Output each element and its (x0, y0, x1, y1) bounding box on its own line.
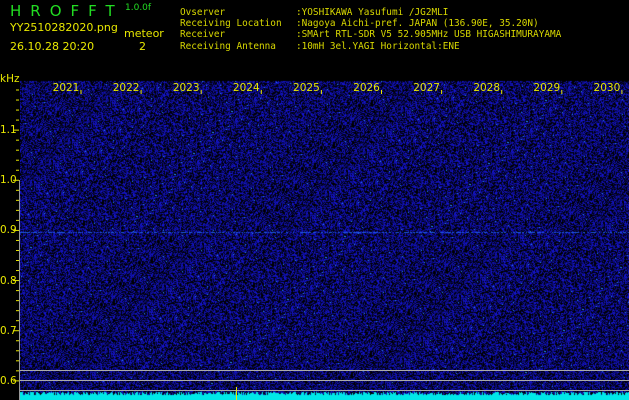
time-label: 2022 (112, 82, 140, 94)
time-label: 2028 (473, 82, 501, 94)
spectrogram (20, 80, 629, 400)
meteor-label: meteor (124, 27, 164, 40)
time-label: 2025 (293, 82, 320, 94)
time-label: 2024 (232, 82, 260, 94)
time-label: 2023 (172, 82, 200, 94)
freq-unit-label: kHz (0, 73, 20, 85)
freq-tick-label: 0.6 (0, 375, 17, 387)
time-label: 2026 (353, 82, 380, 94)
station-info: Ovserver:YOSHIKAWA Yasufumi /JG2MLI Rece… (180, 7, 561, 52)
time-label: 2027 (413, 82, 440, 94)
app-title: HROFFT (10, 2, 124, 20)
info-row-receiver: Receiver:SMArt RTL-SDR V5 52.905MHz USB … (180, 29, 562, 41)
info-row-antenna: Receiving Antenna:10mH 3el.YAGI Horizont… (180, 40, 460, 52)
freq-tick-label: 0.8 (0, 274, 17, 287)
info-row-location: Receiving Location:Nagoya Aichi-pref. JA… (180, 18, 539, 30)
info-row-observer: Ovserver:YOSHIKAWA Yasufumi /JG2MLI (180, 7, 449, 18)
freq-tick-label: 1.0 (0, 174, 17, 187)
time-label: 2030 (593, 82, 621, 94)
file-name: YY2510282020.png (10, 21, 118, 34)
time-label: 2029 (533, 82, 561, 94)
freq-tick-label: 1.1 (0, 124, 17, 136)
freq-tick-label: 0.7 (0, 324, 17, 337)
meteor-count: 2 (139, 40, 146, 53)
app-version: 1.0.0f (125, 3, 152, 13)
time-label: 2021 (52, 82, 80, 94)
file-datetime: 26.10.28 20:20 (10, 40, 95, 53)
freq-tick-label: 0.9 (0, 224, 17, 237)
